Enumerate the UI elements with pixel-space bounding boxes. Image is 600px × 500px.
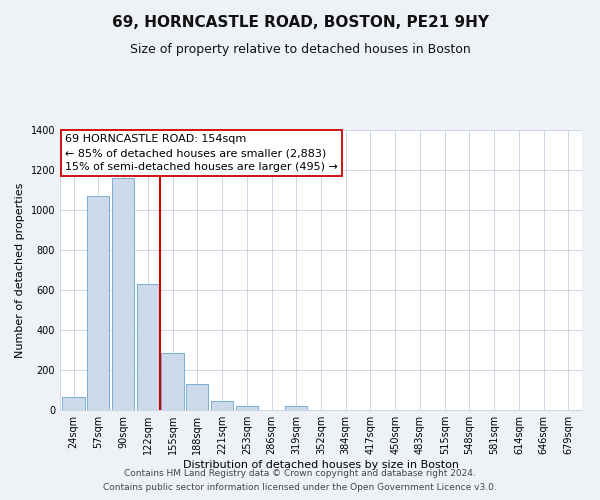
Text: Contains public sector information licensed under the Open Government Licence v3: Contains public sector information licen… — [103, 484, 497, 492]
Bar — [161, 353, 184, 410]
Bar — [137, 284, 159, 410]
Y-axis label: Number of detached properties: Number of detached properties — [15, 182, 25, 358]
Bar — [285, 406, 307, 410]
Bar — [112, 178, 134, 410]
Bar — [87, 196, 109, 410]
Text: 69, HORNCASTLE ROAD, BOSTON, PE21 9HY: 69, HORNCASTLE ROAD, BOSTON, PE21 9HY — [112, 15, 488, 30]
Bar — [236, 406, 258, 410]
Bar — [62, 397, 85, 410]
Bar — [211, 401, 233, 410]
Text: Contains HM Land Registry data © Crown copyright and database right 2024.: Contains HM Land Registry data © Crown c… — [124, 468, 476, 477]
Bar — [186, 384, 208, 410]
Text: 69 HORNCASTLE ROAD: 154sqm
← 85% of detached houses are smaller (2,883)
15% of s: 69 HORNCASTLE ROAD: 154sqm ← 85% of deta… — [65, 134, 338, 172]
X-axis label: Distribution of detached houses by size in Boston: Distribution of detached houses by size … — [183, 460, 459, 470]
Text: Size of property relative to detached houses in Boston: Size of property relative to detached ho… — [130, 44, 470, 57]
